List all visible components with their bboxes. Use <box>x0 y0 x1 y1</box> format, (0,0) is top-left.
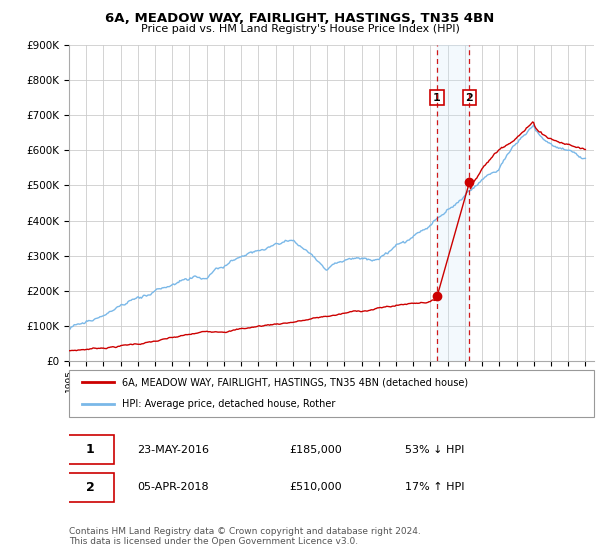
FancyBboxPatch shape <box>67 435 113 464</box>
Text: HPI: Average price, detached house, Rother: HPI: Average price, detached house, Roth… <box>121 399 335 409</box>
Text: £510,000: £510,000 <box>290 482 342 492</box>
Text: 2: 2 <box>466 92 473 102</box>
Text: 05-APR-2018: 05-APR-2018 <box>137 482 209 492</box>
Text: 2: 2 <box>86 481 94 494</box>
Text: 6A, MEADOW WAY, FAIRLIGHT, HASTINGS, TN35 4BN: 6A, MEADOW WAY, FAIRLIGHT, HASTINGS, TN3… <box>106 12 494 25</box>
Text: 1: 1 <box>86 443 94 456</box>
Text: 23-MAY-2016: 23-MAY-2016 <box>137 445 209 455</box>
Text: Price paid vs. HM Land Registry's House Price Index (HPI): Price paid vs. HM Land Registry's House … <box>140 24 460 34</box>
Text: Contains HM Land Registry data © Crown copyright and database right 2024.
This d: Contains HM Land Registry data © Crown c… <box>69 526 421 546</box>
Text: £185,000: £185,000 <box>290 445 342 455</box>
Text: 1: 1 <box>433 92 441 102</box>
Text: 6A, MEADOW WAY, FAIRLIGHT, HASTINGS, TN35 4BN (detached house): 6A, MEADOW WAY, FAIRLIGHT, HASTINGS, TN3… <box>121 377 467 388</box>
FancyBboxPatch shape <box>69 370 594 417</box>
Text: 53% ↓ HPI: 53% ↓ HPI <box>405 445 464 455</box>
Bar <box>437 45 469 361</box>
FancyBboxPatch shape <box>67 473 113 502</box>
Text: 17% ↑ HPI: 17% ↑ HPI <box>405 482 464 492</box>
